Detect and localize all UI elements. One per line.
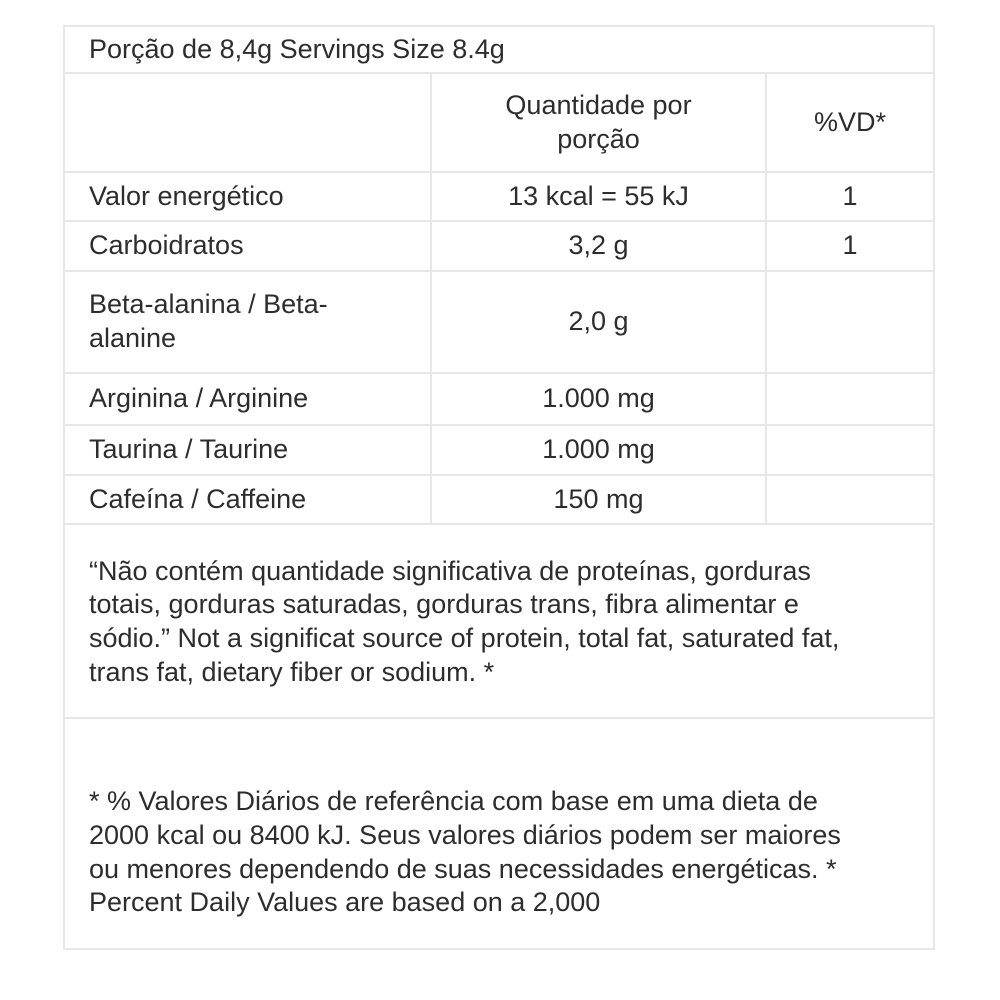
nutrient-name: Beta-alanina / Beta- alanine (63, 270, 432, 374)
serving-size-row: Porção de 8,4g Servings Size 8.4g (62, 25, 936, 74)
serving-size-text: Porção de 8,4g Servings Size 8.4g (62, 25, 936, 74)
nutrition-table: Porção de 8,4g Servings Size 8.4g Quanti… (62, 25, 936, 950)
nutrition-label: Porção de 8,4g Servings Size 8.4g Quanti… (62, 25, 936, 950)
daily-values-footnote-row: * % Valores Diários de referência com ba… (62, 717, 936, 950)
nutrient-amount: 3,2 g (430, 220, 767, 272)
nutrient-amount: 1.000 mg (430, 372, 767, 426)
table-row-carbs: Carboidratos 3,2 g 1 (63, 220, 936, 272)
header-empty-cell (63, 72, 432, 173)
nutrient-vd (764, 424, 936, 476)
nutrient-vd: 1 (764, 220, 936, 272)
nutrient-name: Valor energético (63, 171, 432, 222)
table-row-taurine: Taurina / Taurine 1.000 mg (63, 424, 936, 476)
daily-values-footnote: * % Valores Diários de referência com ba… (62, 717, 936, 950)
nutrient-amount: 2,0 g (430, 270, 767, 374)
no-significant-source-note: “Não contém quantidade significativa de … (62, 523, 936, 719)
nutrient-vd (764, 372, 936, 426)
nutrient-vd: 1 (764, 171, 936, 222)
nutrient-vd (764, 474, 936, 525)
table-header-row: Quantidade por porção %VD* (63, 72, 936, 173)
nutrient-name: Cafeína / Caffeine (63, 474, 432, 525)
nutrient-name: Carboidratos (63, 220, 432, 272)
nutrient-amount: 150 mg (430, 474, 767, 525)
table-row-energy: Valor energético 13 kcal = 55 kJ 1 (63, 171, 936, 222)
no-significant-source-row: “Não contém quantidade significativa de … (62, 523, 936, 719)
nutrient-name: Arginina / Arginine (63, 372, 432, 426)
nutrient-amount: 13 kcal = 55 kJ (430, 171, 767, 222)
nutrient-amount: 1.000 mg (430, 424, 767, 476)
header-percent-daily-value: %VD* (764, 72, 936, 173)
nutrient-name: Taurina / Taurine (63, 424, 432, 476)
table-row-caffeine: Cafeína / Caffeine 150 mg (63, 474, 936, 525)
header-quantity-per-serving: Quantidade por porção (430, 72, 767, 173)
nutrient-vd (764, 270, 936, 374)
table-row-arginine: Arginina / Arginine 1.000 mg (63, 372, 936, 426)
table-row-beta-alanine: Beta-alanina / Beta- alanine 2,0 g (63, 270, 936, 374)
